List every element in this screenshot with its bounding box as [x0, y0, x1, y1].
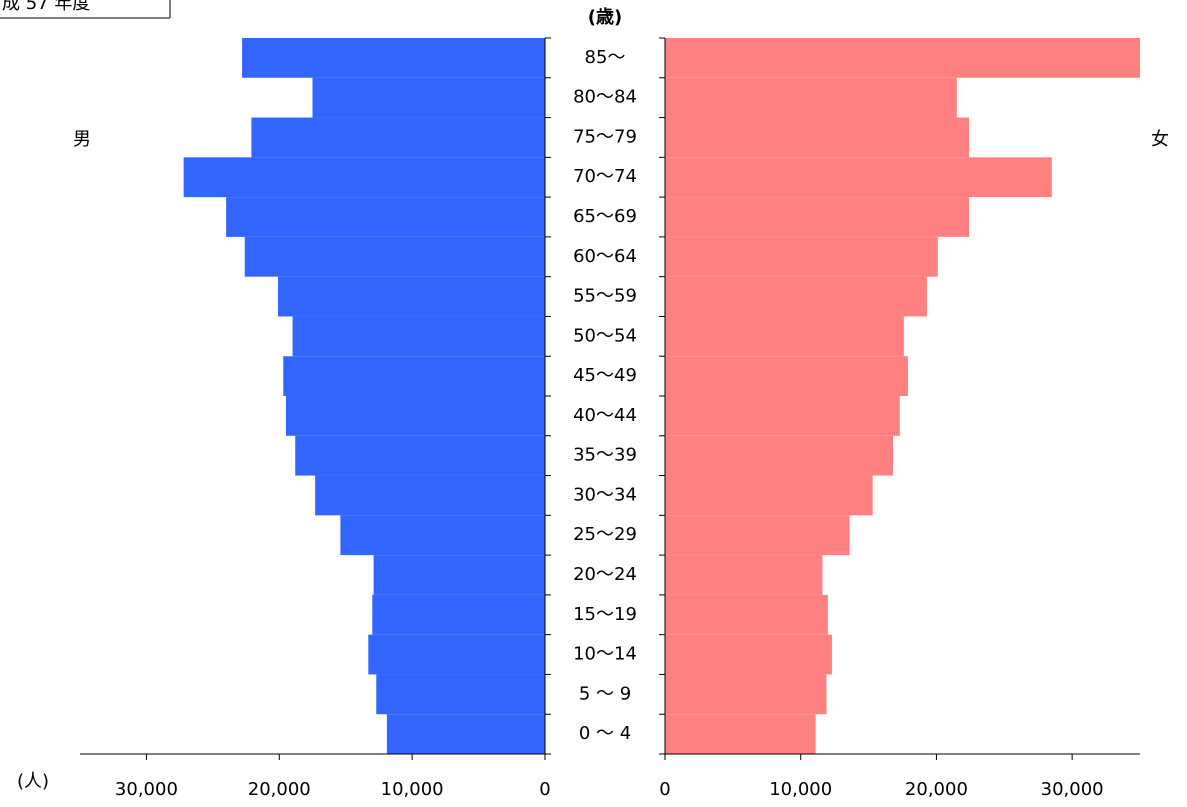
bar — [665, 634, 832, 675]
chart-title: 成 57 年度 — [2, 0, 90, 14]
bar — [312, 77, 545, 118]
bar — [665, 117, 969, 158]
bar — [376, 674, 545, 715]
category-label: 30〜34 — [573, 484, 637, 505]
bar — [665, 555, 823, 595]
bar — [665, 714, 816, 754]
bar — [665, 276, 927, 317]
bar — [251, 117, 545, 158]
category-label: 25〜29 — [573, 524, 637, 545]
category-label: 40〜44 — [573, 405, 637, 426]
x-tick-label: 30,000 — [1041, 779, 1104, 800]
category-label: 15〜19 — [573, 604, 637, 625]
bar — [283, 356, 545, 396]
bar — [386, 714, 545, 754]
bar — [340, 515, 545, 556]
x-unit: (人) — [17, 771, 49, 792]
category-label: 35〜39 — [573, 445, 637, 466]
x-tick-label: 0 — [659, 779, 670, 800]
bar — [665, 674, 827, 715]
legend-label: 女 — [1151, 129, 1169, 150]
bar — [183, 157, 545, 198]
category-label: 80〜84 — [573, 87, 637, 108]
bar — [372, 594, 545, 635]
bar — [665, 157, 1052, 198]
category-label: 20〜24 — [573, 564, 637, 585]
category-label: 70〜74 — [573, 166, 637, 187]
bar — [315, 475, 545, 516]
bar — [368, 634, 545, 675]
bar — [665, 197, 969, 237]
bar — [665, 236, 938, 277]
bar — [295, 435, 545, 476]
y-unit: (歳) — [588, 7, 622, 28]
category-label: 55〜59 — [573, 286, 637, 307]
category-label: 5 〜 9 — [579, 683, 631, 704]
category-label: 50〜54 — [573, 325, 637, 346]
category-label: 0 〜 4 — [579, 723, 631, 744]
bar — [665, 435, 893, 476]
bar — [665, 316, 904, 357]
bar — [226, 197, 545, 237]
bar — [665, 396, 900, 436]
category-label: 60〜64 — [573, 246, 637, 267]
x-tick-label: 10,000 — [769, 779, 832, 800]
bar — [242, 38, 546, 78]
bar — [665, 77, 957, 118]
bar — [285, 396, 545, 436]
bar — [292, 316, 545, 357]
bar — [277, 276, 545, 317]
bar — [665, 475, 873, 516]
category-label: 65〜69 — [573, 206, 637, 227]
category-label: 85〜 — [585, 47, 626, 68]
x-tick-label: 30,000 — [115, 779, 178, 800]
category-label: 75〜79 — [573, 126, 637, 147]
legend-label: 男 — [73, 129, 91, 150]
bar — [244, 236, 545, 277]
bar — [665, 38, 1140, 78]
bar — [373, 555, 545, 595]
category-label: 10〜14 — [573, 644, 637, 665]
bar — [665, 356, 908, 396]
bar — [665, 515, 850, 556]
bar — [665, 594, 828, 635]
x-tick-label: 0 — [539, 779, 550, 800]
x-tick-label: 10,000 — [381, 779, 444, 800]
category-label: 45〜49 — [573, 365, 637, 386]
x-tick-label: 20,000 — [905, 779, 968, 800]
x-tick-label: 20,000 — [248, 779, 311, 800]
